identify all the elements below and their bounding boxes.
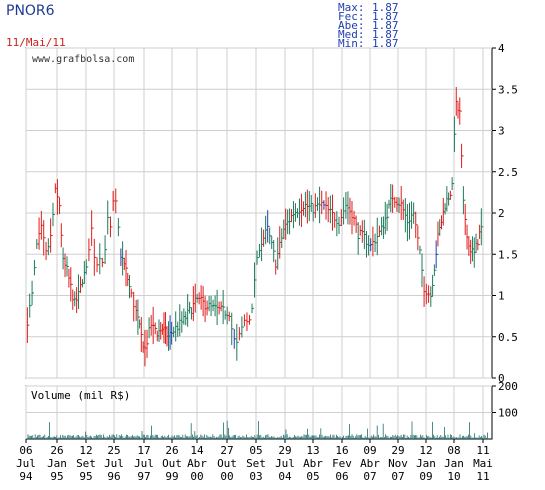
x-tick-label: 12 <box>79 444 92 457</box>
x-tick-label: 12 <box>419 444 432 457</box>
x-tick-label: Abr <box>360 457 380 470</box>
x-tick-label: Fev <box>332 457 352 470</box>
x-tick-label: Jul <box>275 457 295 470</box>
x-tick-label: 09 <box>419 470 432 483</box>
quote-date: 11/Mai/11 <box>6 36 66 49</box>
price-series <box>26 87 484 367</box>
x-tick-label: 29 <box>391 444 404 457</box>
x-tick-label: 09 <box>363 444 376 457</box>
stat-label: Max: <box>338 1 365 14</box>
stat-label: Min: <box>338 37 365 50</box>
x-tick-label: Jan <box>47 457 67 470</box>
x-tick-label: 13 <box>306 444 319 457</box>
x-tick-label: 26 <box>165 444 178 457</box>
x-tick-label: 08 <box>447 444 460 457</box>
x-tick-label: 03 <box>249 470 262 483</box>
x-tick-label: 95 <box>50 470 63 483</box>
x-tick-label: 26 <box>50 444 63 457</box>
x-tick-label: 14 <box>190 444 204 457</box>
x-tick-label: 96 <box>107 470 120 483</box>
x-tick-label: 10 <box>447 470 460 483</box>
x-tick-label: 94 <box>19 470 33 483</box>
x-tick-label: 16 <box>335 444 348 457</box>
ticker-symbol: PNOR6 <box>6 3 55 19</box>
price-tick-label: 4 <box>498 42 505 55</box>
x-tick-label: Jul <box>134 457 154 470</box>
x-tick-label: 05 <box>249 444 262 457</box>
x-tick-label: 29 <box>278 444 291 457</box>
x-axis: 06Jul9426Jan9512Set9525Jul9617Jul9726Out… <box>16 439 493 483</box>
x-tick-label: Jan <box>444 457 464 470</box>
volume-y-axis: 100 200 <box>492 380 518 420</box>
price-tick-label: 1 <box>498 290 505 303</box>
stat-label: Fec: <box>338 10 365 23</box>
x-tick-label: Abr <box>303 457 323 470</box>
x-tick-label: 07 <box>391 470 404 483</box>
stat-value: 1.87 <box>372 28 399 41</box>
volume-tick-label: 100 <box>498 407 518 420</box>
stat-label: Med: <box>338 28 365 41</box>
x-tick-label: Set <box>76 457 96 470</box>
x-tick-label: 17 <box>137 444 150 457</box>
stat-value: 1.87 <box>372 37 399 50</box>
x-tick-label: 05 <box>306 470 319 483</box>
stats-block: Max: 1.87 Fec: 1.87 Abe: 1.87 Med: 1.87 … <box>338 1 399 50</box>
price-tick-label: 1.5 <box>498 248 518 261</box>
x-tick-label: 00 <box>190 470 203 483</box>
x-tick-label: Mai <box>473 457 493 470</box>
price-tick-label: 2 <box>498 207 505 220</box>
x-tick-label: 00 <box>220 470 233 483</box>
volume-series <box>27 420 489 439</box>
x-tick-label: 07 <box>363 470 376 483</box>
stat-value: 1.87 <box>372 10 399 23</box>
x-tick-label: 25 <box>107 444 120 457</box>
x-tick-label: Set <box>246 457 266 470</box>
x-tick-label: 95 <box>79 470 92 483</box>
x-tick-label: 11 <box>476 470 489 483</box>
stat-value: 1.87 <box>372 19 399 32</box>
x-tick-label: 11 <box>476 444 489 457</box>
x-tick-label: 97 <box>137 470 150 483</box>
volume-grid <box>25 385 492 439</box>
x-tick-label: Jul <box>104 457 124 470</box>
volume-tick-label: 200 <box>498 380 518 393</box>
price-tick-label: 0.5 <box>498 331 518 344</box>
price-tick-label: 2.5 <box>498 166 518 179</box>
price-tick-label: 3.5 <box>498 83 518 96</box>
stat-label: Abe: <box>338 19 365 32</box>
x-tick-label: 06 <box>335 470 348 483</box>
x-tick-label: Out <box>217 457 237 470</box>
x-tick-label: 27 <box>220 444 233 457</box>
watermark: www.grafbolsa.com <box>32 54 134 65</box>
price-tick-label: 0 <box>498 372 505 385</box>
x-tick-label: 99 <box>165 470 178 483</box>
stat-value: 1.87 <box>372 1 399 14</box>
x-tick-label: 06 <box>19 444 32 457</box>
x-tick-label: Jul <box>16 457 36 470</box>
x-tick-label: 04 <box>278 470 292 483</box>
price-y-axis: 0 0.5 1 1.5 2 2.5 3 3.5 4 <box>492 42 518 385</box>
volume-label: Volume (mil R$) <box>31 389 130 402</box>
x-tick-label: Jan <box>416 457 436 470</box>
x-tick-label: Abr <box>187 457 207 470</box>
price-tick-label: 3 <box>498 125 505 138</box>
x-tick-label: Out <box>162 457 182 470</box>
x-tick-label: Nov <box>388 457 408 470</box>
